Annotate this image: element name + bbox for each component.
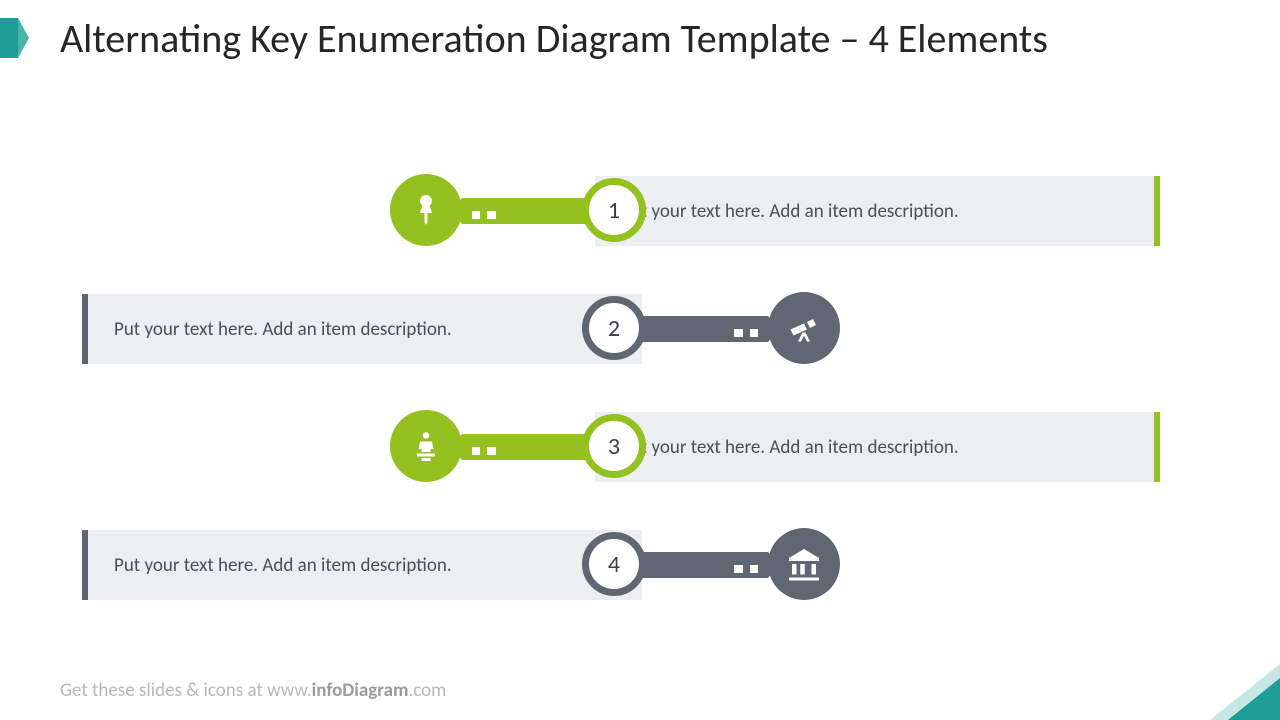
text-2: Put your text here. Add an item descript… (114, 318, 452, 341)
row-4: Put your text here. Add an item descript… (0, 530, 1280, 602)
text-bar-1: Put your text here. Add an item descript… (595, 176, 1160, 246)
bank-icon (768, 528, 840, 600)
number-4: 4 (608, 550, 620, 579)
footer-prefix: Get these slides & icons at www. (60, 679, 312, 702)
footer-text: Get these slides & icons at www.infoDiag… (60, 679, 446, 702)
key-shaft-1 (452, 198, 602, 220)
key-shaft-3 (452, 434, 602, 456)
number-3: 3 (608, 432, 620, 461)
text-bar-2: Put your text here. Add an item descript… (82, 294, 642, 364)
footer-bold: infoDiagram (312, 679, 409, 702)
slide: Alternating Key Enumeration Diagram Temp… (0, 0, 1280, 720)
rows-container: 1 Put your text here. Add an item descri… (0, 176, 1280, 648)
text-bar-4: Put your text here. Add an item descript… (82, 530, 642, 600)
row-1: 1 Put your text here. Add an item descri… (0, 176, 1280, 248)
speaker-icon (390, 410, 462, 482)
key-shaft-4 (628, 552, 778, 574)
text-3: Put your text here. Add an item descript… (621, 436, 959, 459)
number-circle-4: 4 (582, 532, 646, 596)
left-accent (0, 18, 18, 58)
number-circle-1: 1 (582, 178, 646, 242)
text-1: Put your text here. Add an item descript… (621, 200, 959, 223)
text-bar-3: Put your text here. Add an item descript… (595, 412, 1160, 482)
page-title: Alternating Key Enumeration Diagram Temp… (60, 14, 1240, 63)
row-2: Put your text here. Add an item descript… (0, 294, 1280, 366)
telescope-icon (768, 292, 840, 364)
footer-suffix: .com (408, 679, 446, 702)
number-circle-2: 2 (582, 296, 646, 360)
text-4: Put your text here. Add an item descript… (114, 554, 452, 577)
row-3: 3 Put your text here. Add an item descri… (0, 412, 1280, 484)
number-2: 2 (608, 314, 620, 343)
pin-icon (390, 174, 462, 246)
key-shaft-2 (628, 316, 778, 338)
number-circle-3: 3 (582, 414, 646, 478)
number-1: 1 (608, 196, 620, 225)
